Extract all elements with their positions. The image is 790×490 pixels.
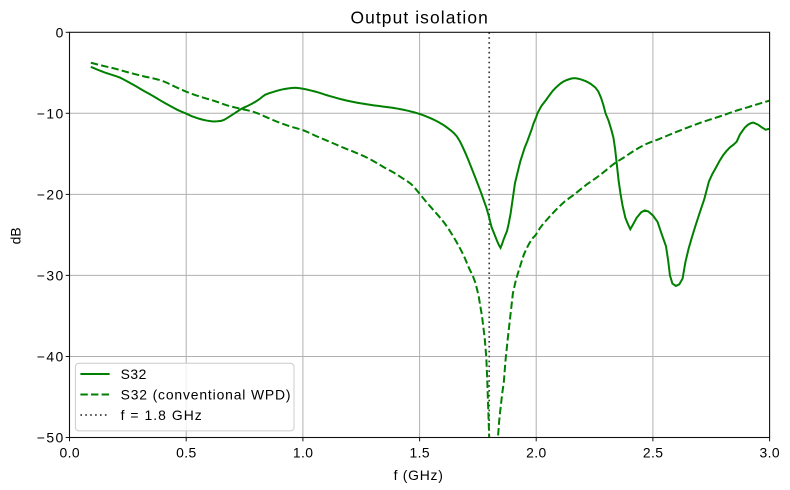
svg-text:1.5: 1.5 [410, 444, 431, 460]
svg-text:dB: dB [8, 227, 24, 244]
svg-text:−40: −40 [37, 349, 65, 365]
svg-text:1.0: 1.0 [293, 444, 314, 460]
svg-text:−20: −20 [37, 186, 65, 202]
svg-text:0: 0 [56, 24, 65, 40]
svg-text:−30: −30 [37, 267, 65, 283]
svg-text:−50: −50 [37, 430, 65, 446]
svg-text:2.5: 2.5 [643, 444, 664, 460]
svg-text:0.0: 0.0 [59, 444, 80, 460]
svg-text:−10: −10 [37, 105, 65, 121]
svg-text:3.0: 3.0 [760, 444, 781, 460]
svg-text:S32: S32 [121, 366, 147, 382]
svg-text:0.5: 0.5 [176, 444, 197, 460]
svg-text:f = 1.8 GHz: f = 1.8 GHz [121, 407, 203, 423]
svg-text:Output isolation: Output isolation [350, 7, 488, 27]
svg-text:2.0: 2.0 [526, 444, 547, 460]
svg-text:f (GHz): f (GHz) [394, 467, 444, 483]
svg-text:S32 (conventional WPD): S32 (conventional WPD) [121, 386, 292, 402]
